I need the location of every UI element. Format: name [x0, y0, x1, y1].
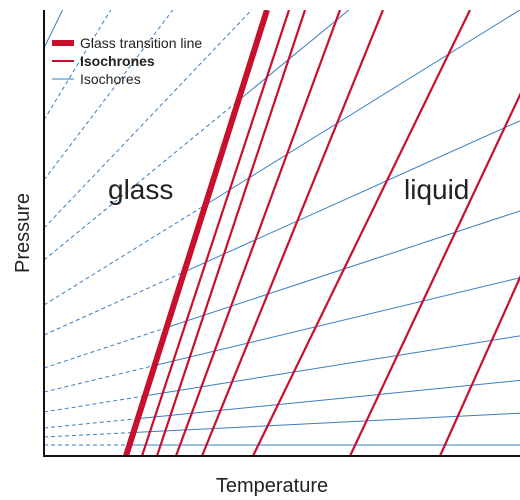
isochore-line — [137, 379, 520, 420]
isochore-glass-segment — [44, 395, 146, 413]
isochore-glass-segment — [44, 326, 168, 369]
isochore-line — [184, 120, 520, 273]
glass-transition-line — [123, 10, 270, 456]
region-label-liquid: liquid — [404, 174, 469, 205]
y-axis-title: Pressure — [12, 193, 34, 273]
isochore-glass-segment — [44, 364, 156, 393]
x-axis-title: Temperature — [216, 475, 328, 497]
region-label-glass: glass — [108, 174, 173, 205]
isochore-glass-segment — [44, 271, 185, 336]
isochrones-group — [140, 10, 520, 456]
isochore-line — [238, 10, 350, 101]
isochore-line — [145, 335, 520, 397]
isochore-glass-segment — [44, 10, 112, 121]
legend-label-glass-transition: Glass transition line — [80, 35, 202, 51]
legend: Glass transition line Isochrones Isochor… — [52, 35, 202, 87]
isochrone-line — [155, 10, 307, 456]
isochrone-line — [140, 10, 291, 456]
isochore-glass-segment — [44, 432, 134, 438]
isochrone-line — [200, 10, 385, 456]
isochrone-line — [252, 10, 471, 456]
isochore-line — [154, 277, 520, 366]
isochore-glass-segment — [44, 418, 139, 429]
isochore-line — [205, 10, 520, 206]
isochore-glass-segment — [44, 10, 174, 181]
isochrone-line — [174, 10, 342, 456]
isochore-line — [133, 412, 520, 434]
legend-label-isochores: Isochores — [80, 71, 141, 87]
legend-label-isochrones: Isochrones — [80, 53, 155, 69]
isochrone-line — [349, 92, 520, 456]
isochrone-line — [438, 274, 520, 456]
isochore-glass-segment — [44, 204, 206, 306]
